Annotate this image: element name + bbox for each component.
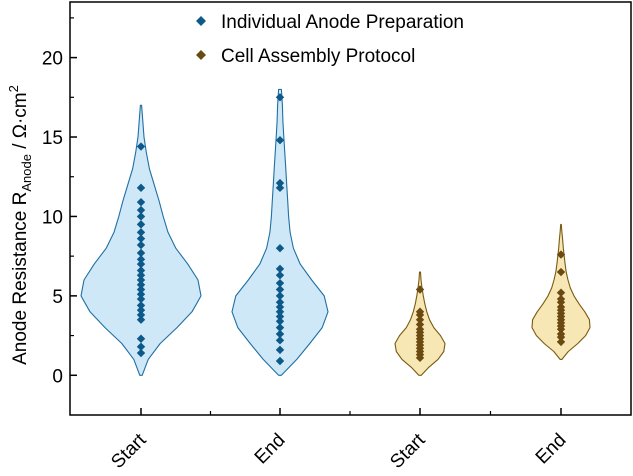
data-point-0-0-1: [136, 342, 146, 351]
data-point-0-0-22: [136, 205, 146, 215]
data-point-1-0-11: [415, 315, 425, 324]
data-point-0-0-23: [136, 197, 146, 207]
data-point-0-1-15: [275, 244, 285, 253]
data-point-0-1-17: [275, 178, 285, 188]
data-point-0-0-21: [136, 212, 146, 221]
x-tick-label-1: End: [251, 430, 290, 469]
data-point-0-0-25: [136, 142, 146, 151]
y-tick-label-2: 10: [42, 207, 63, 228]
data-point-0-1-5: [275, 317, 285, 326]
data-point-0-0-8: [136, 290, 146, 299]
data-point-0-1-11: [275, 285, 285, 294]
data-point-1-0-9: [415, 325, 425, 334]
x-tick-label-0: Start: [107, 429, 151, 473]
y-tick-label-4: 20: [42, 49, 63, 70]
data-point-0-0-2: [136, 334, 146, 343]
data-point-0-1-2: [275, 336, 285, 345]
legend-marker-1: [196, 50, 206, 60]
data-point-1-1-2: [556, 329, 566, 339]
data-point-0-0-6: [136, 301, 146, 310]
data-point-0-1-4: [275, 323, 285, 332]
data-point-0-0-19: [136, 228, 146, 237]
data-point-0-1-6: [275, 312, 285, 321]
y-tick-label-3: 15: [42, 128, 63, 149]
violin-layer: [80, 88, 591, 376]
data-point-0-0-18: [136, 234, 146, 243]
data-point-0-0-3: [136, 315, 146, 324]
data-point-0-0-20: [136, 220, 146, 229]
data-point-0-0-16: [136, 248, 146, 258]
data-points-layer: [136, 93, 566, 366]
data-point-0-1-16: [275, 183, 285, 193]
data-point-1-1-13: [556, 288, 566, 297]
data-point-0-0-5: [136, 305, 146, 315]
data-point-0-0-0: [136, 348, 146, 358]
data-point-0-0-13: [136, 266, 146, 275]
data-point-0-1-8: [275, 302, 285, 312]
legend-marker-0: [196, 16, 206, 26]
data-point-0-1-13: [275, 271, 285, 280]
data-point-0-0-14: [136, 259, 146, 269]
data-point-1-0-14: [415, 285, 425, 294]
data-point-1-1-10: [556, 302, 566, 312]
legend-label-0: Individual Anode Preparation: [221, 12, 464, 33]
y-axis-label-unit: / Ω·cm: [10, 92, 31, 154]
y-axis-label-main: Anode Resistance R: [10, 192, 31, 365]
data-point-0-0-4: [136, 310, 146, 320]
y-axis-label: Anode Resistance RAnode / Ω·cm2: [6, 85, 34, 365]
legend: Individual Anode Preparation Cell Assembl…: [196, 12, 464, 67]
data-point-1-1-14: [556, 267, 566, 277]
violin-0-1: [231, 88, 329, 376]
data-point-0-1-7: [275, 307, 285, 316]
data-point-0-0-12: [136, 271, 146, 280]
y-tick-label-0: 0: [52, 366, 63, 387]
data-point-0-0-17: [136, 240, 146, 250]
data-point-0-1-1: [275, 345, 285, 355]
data-point-1-1-15: [556, 250, 566, 259]
x-tick-label-3: End: [532, 430, 571, 469]
data-point-0-0-11: [136, 275, 146, 285]
data-point-0-0-10: [136, 280, 146, 289]
data-point-0-1-0: [275, 356, 285, 366]
y-axis-label-subscript: Anode: [19, 154, 34, 192]
data-point-0-1-14: [275, 264, 285, 274]
data-point-1-0-13: [415, 307, 425, 316]
data-point-0-1-18: [275, 135, 285, 145]
data-point-0-0-15: [136, 255, 146, 264]
data-point-0-1-10: [275, 291, 285, 301]
data-point-1-1-0: [556, 337, 566, 347]
y-axis: 0 5 10 15 20: [42, 17, 77, 387]
data-point-1-1-12: [556, 294, 566, 304]
x-tick-label-2: Start: [386, 429, 430, 473]
y-axis-label-superscript: 2: [6, 85, 21, 92]
x-axis: Start End Start End: [107, 408, 571, 473]
data-point-0-0-9: [136, 285, 146, 294]
data-point-0-0-7: [136, 294, 146, 304]
data-point-0-0-24: [136, 183, 146, 193]
data-point-0-1-3: [275, 329, 285, 339]
data-point-0-1-9: [275, 298, 285, 307]
legend-label-1: Cell Assembly Protocol: [221, 46, 415, 67]
data-point-0-1-12: [275, 278, 285, 288]
data-point-0-1-19: [275, 93, 285, 102]
y-tick-label-1: 5: [52, 287, 63, 308]
data-point-1-0-10: [415, 320, 425, 329]
